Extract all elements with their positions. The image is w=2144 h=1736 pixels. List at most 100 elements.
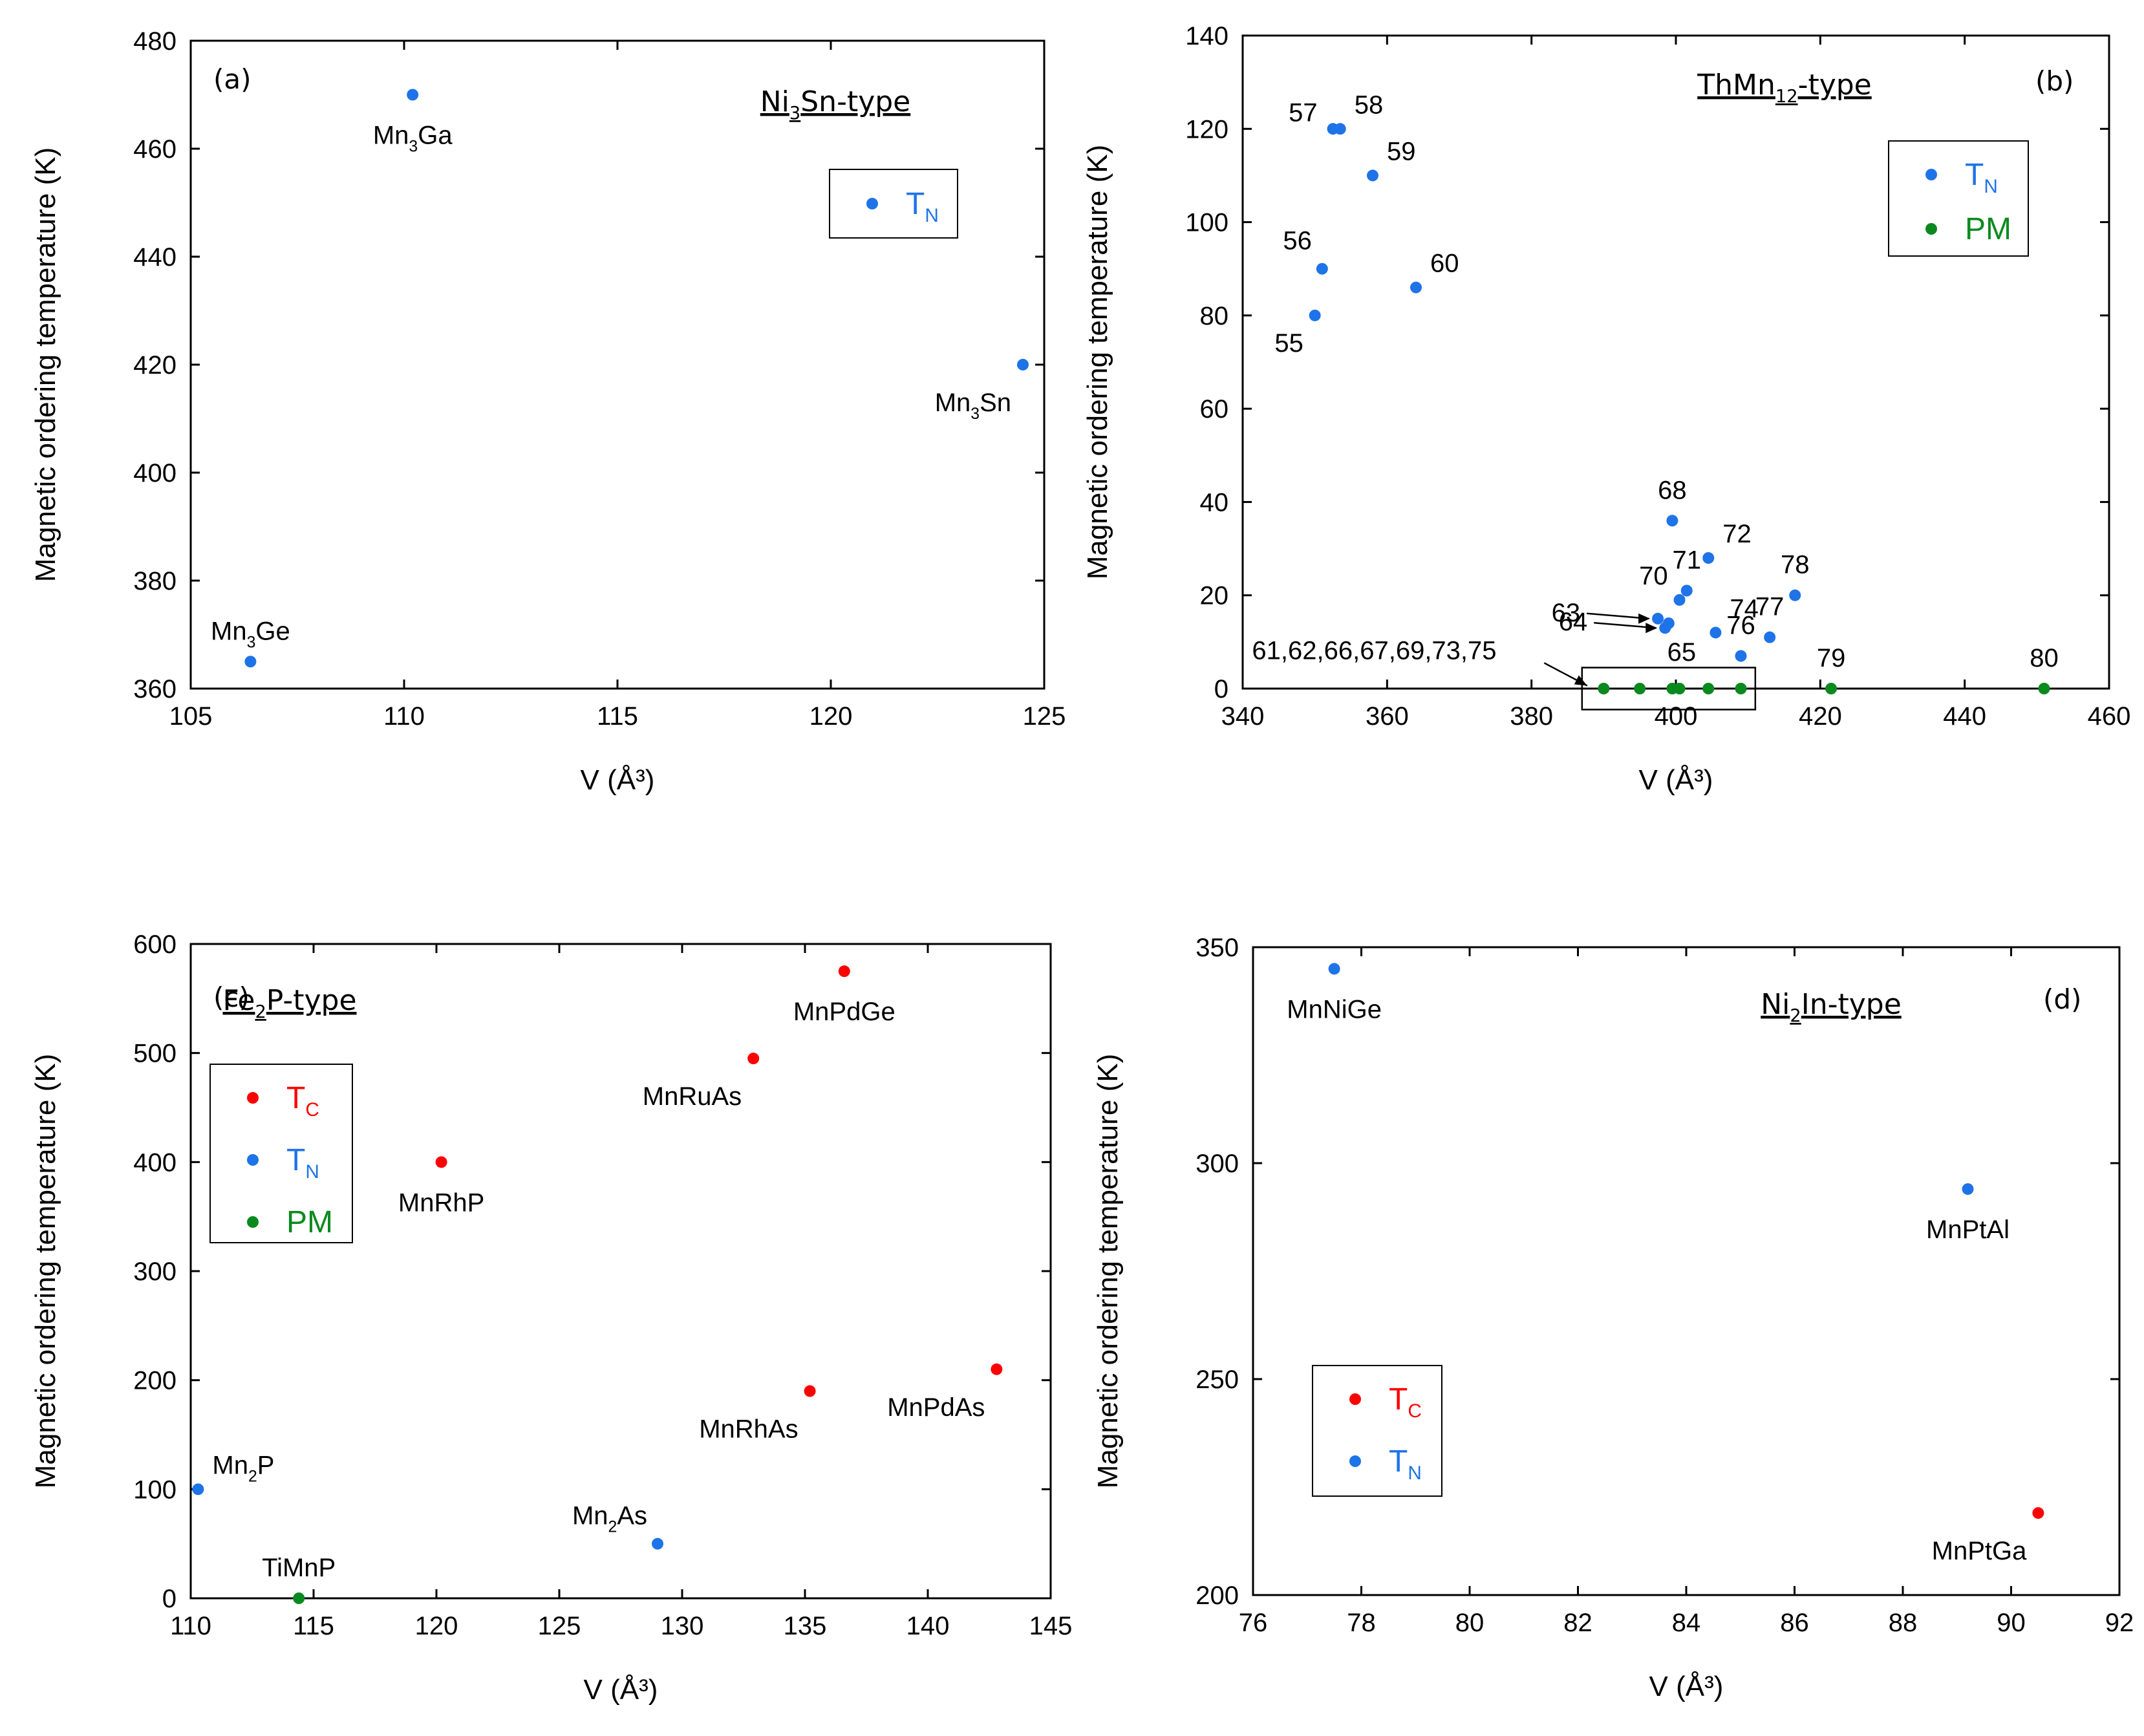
point-label: Mn3Sn xyxy=(935,389,1011,423)
point-label: MnRhAs xyxy=(699,1415,798,1444)
point-label: 64 xyxy=(1559,608,1588,636)
x-tick-label: 105 xyxy=(169,702,213,731)
point-label: MnPtGa xyxy=(1932,1537,2027,1565)
y-tick-label: 100 xyxy=(133,1475,177,1504)
y-tick-label: 0 xyxy=(1214,675,1228,703)
plot-frame xyxy=(1252,946,2121,1596)
y-tick-label: 40 xyxy=(1200,488,1229,517)
panel-c: 110 115 120 125 130 135 140 145 0 100 200 300 400 500… xyxy=(30,930,1072,1706)
plot-frame xyxy=(1241,34,2110,690)
y-axis-title: Magnetic ordering temperature (K) xyxy=(1082,145,1113,580)
x-tick-label: 120 xyxy=(415,1612,458,1640)
y-axis-title: Magnetic ordering temperature (K) xyxy=(30,1054,61,1489)
y-tick-label: 0 xyxy=(162,1585,177,1613)
x-tick-label: 82 xyxy=(1563,1609,1592,1637)
point-label: 78 xyxy=(1781,551,1810,579)
data-point xyxy=(1702,683,1715,694)
structure-type-title: Ni2In-type xyxy=(1761,988,1902,1026)
data-point xyxy=(244,656,257,668)
x-tick-label: 78 xyxy=(1347,1609,1376,1637)
data-point xyxy=(991,1363,1003,1375)
data-point xyxy=(1598,683,1610,694)
y-tick-label: 360 xyxy=(133,675,177,703)
legend-label-PM: PM xyxy=(286,1205,333,1239)
data-point xyxy=(1825,683,1838,694)
x-tick-label: 92 xyxy=(2105,1609,2134,1637)
plot-frame xyxy=(189,39,1045,690)
point-label: 65 xyxy=(1667,638,1697,667)
legend-marker-PM xyxy=(247,1216,259,1228)
y-tick-label: 300 xyxy=(133,1258,177,1286)
legend-marker-T_N xyxy=(247,1154,259,1166)
point-label: 80 xyxy=(2030,644,2059,672)
structure-type-title: ThMn12-type xyxy=(1697,69,1872,107)
y-tick-label: 250 xyxy=(1195,1366,1239,1394)
point-label: 68 xyxy=(1658,476,1687,504)
y-tick-label: 120 xyxy=(1185,115,1228,144)
data-point xyxy=(2038,683,2050,694)
data-point xyxy=(1962,1183,1974,1195)
data-point xyxy=(1673,594,1686,606)
data-point xyxy=(435,1156,447,1168)
data-point xyxy=(1702,552,1715,564)
y-tick-label: 140 xyxy=(1185,22,1228,50)
y-axis-title: Magnetic ordering temperature (K) xyxy=(1092,1054,1124,1489)
point-label: 72 xyxy=(1722,520,1752,548)
data-point xyxy=(1652,612,1664,625)
y-tick-label: 200 xyxy=(133,1367,177,1395)
point-label: 71 xyxy=(1673,546,1702,575)
panel-d: 76 78 80 82 84 86 88 90 92 200 250 300 350 V (Å³) Magn… xyxy=(1092,934,2134,1702)
y-tick-label: 380 xyxy=(133,567,177,595)
legend-marker-T_N xyxy=(866,198,878,209)
y-tick-label: 600 xyxy=(133,930,177,959)
point-label: 59 xyxy=(1387,137,1416,166)
point-label: MnNiGe xyxy=(1287,995,1382,1023)
data-point xyxy=(1710,627,1722,639)
label-arrow-head xyxy=(1646,623,1658,634)
point-label: 76 xyxy=(1726,612,1755,640)
panel-b: 340 360 380 400 420 440 460 0 20 40 60 80 100 120 140 V… xyxy=(1082,22,2130,796)
legend-label-T_N: TN xyxy=(286,1143,319,1183)
x-tick-label: 420 xyxy=(1799,702,1842,731)
group-arrow-head xyxy=(1574,675,1587,686)
legend-label-T_C: TC xyxy=(1389,1382,1422,1422)
x-tick-label: 115 xyxy=(597,702,638,731)
y-tick-label: 300 xyxy=(1195,1150,1239,1178)
x-tick-label: 125 xyxy=(1023,702,1066,731)
data-point xyxy=(407,89,419,101)
point-label: Mn2As xyxy=(572,1502,647,1536)
data-point xyxy=(1680,584,1693,597)
y-tick-label: 400 xyxy=(133,459,177,488)
point-label: 60 xyxy=(1430,250,1459,278)
legend-label-T_N: TN xyxy=(906,187,939,226)
legend-label-T_C: TC xyxy=(286,1081,319,1120)
y-tick-label: 400 xyxy=(133,1148,177,1177)
data-point xyxy=(1634,683,1646,694)
x-axis-title: V (Å³) xyxy=(584,1674,658,1706)
x-tick-label: 90 xyxy=(1997,1609,2026,1637)
data-point xyxy=(2032,1507,2044,1519)
point-label: 74 xyxy=(1730,594,1759,623)
x-tick-label: 440 xyxy=(1943,702,1986,731)
x-tick-label: 360 xyxy=(1366,702,1409,731)
point-label: MnRuAs xyxy=(643,1082,742,1111)
x-tick-label: 86 xyxy=(1780,1609,1809,1637)
group-label: 61,62,66,67,69,73,75 xyxy=(1252,636,1496,665)
y-tick-label: 100 xyxy=(1185,209,1228,237)
data-point xyxy=(1309,309,1321,321)
point-label: Mn3Ga xyxy=(373,122,453,156)
y-axis-title: Magnetic ordering temperature (K) xyxy=(30,147,61,583)
legend-box xyxy=(209,1064,353,1243)
legend-label-T_N: TN xyxy=(1389,1444,1422,1484)
y-tick-label: 500 xyxy=(133,1040,177,1068)
point-label: 57 xyxy=(1289,98,1318,127)
x-tick-label: 110 xyxy=(170,1612,211,1640)
data-point xyxy=(1017,359,1029,370)
panel-tag: (a) xyxy=(213,63,252,95)
y-tick-label: 460 xyxy=(133,135,177,164)
x-tick-label: 130 xyxy=(661,1612,704,1640)
panel-tag: (b) xyxy=(2035,65,2074,97)
data-point xyxy=(1666,515,1678,527)
y-tick-label: 350 xyxy=(1195,934,1239,962)
